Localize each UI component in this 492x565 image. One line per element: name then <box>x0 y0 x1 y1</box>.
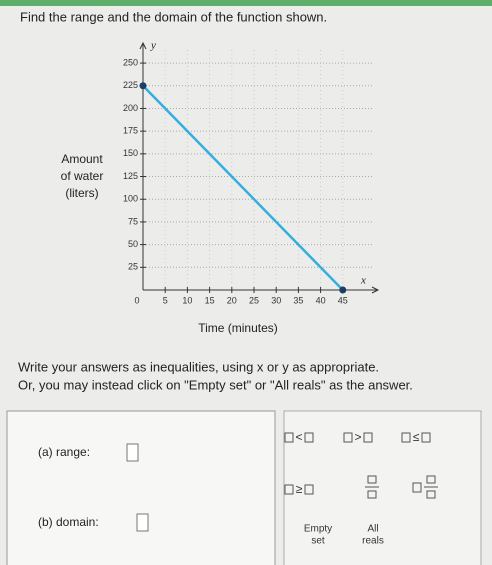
y-tick-label: 200 <box>123 103 138 113</box>
y-tick-label: 75 <box>128 216 138 226</box>
x-axis-label: Time (minutes) <box>198 321 278 335</box>
x-tick-label: 25 <box>249 295 259 305</box>
x-symbol: x <box>360 275 366 287</box>
data-point <box>339 286 347 294</box>
operator: > <box>354 430 361 444</box>
x-tick-label: 45 <box>338 295 348 305</box>
x-tick-label: 10 <box>182 295 192 305</box>
y-tick-label: 50 <box>128 239 138 249</box>
y-axis-label: (liters) <box>65 186 98 200</box>
x-tick-label: 5 <box>163 295 168 305</box>
fraction-button[interactable] <box>365 475 379 499</box>
y-symbol: y <box>150 40 156 52</box>
question: Find the range and the domain of the fun… <box>20 9 327 24</box>
button-text: Empty <box>304 524 332 535</box>
y-axis-arrow <box>139 41 147 50</box>
x-axis-arrow <box>371 286 380 294</box>
x-tick-label: 35 <box>293 295 303 305</box>
y-tick-label: 100 <box>123 194 138 204</box>
top-bar <box>0 0 492 6</box>
box-glyph <box>363 432 373 443</box>
y-tick-label: 150 <box>123 148 138 158</box>
y-axis-label: Amount <box>61 152 103 166</box>
button-text: reals <box>362 536 384 547</box>
x-tick-label: 40 <box>316 295 326 305</box>
mixed-number-button[interactable] <box>412 475 438 499</box>
instruction: Write your answers as inequalities, usin… <box>18 359 379 374</box>
x-tick-label: 15 <box>205 295 215 305</box>
keypad-panel <box>283 410 482 565</box>
origin-label: 0 <box>134 295 139 305</box>
range-input[interactable] <box>126 443 139 462</box>
domain-label: (b) domain: <box>38 515 99 529</box>
box-glyph <box>343 432 353 443</box>
y-tick-label: 125 <box>123 171 138 181</box>
button-text: All <box>367 524 378 535</box>
data-point <box>139 82 147 90</box>
domain-input[interactable] <box>136 513 149 532</box>
box-glyph <box>304 484 314 495</box>
operator: < <box>295 430 302 444</box>
operator-button[interactable]: < <box>284 430 314 444</box>
answer-panel <box>6 410 276 565</box>
box-glyph <box>304 432 314 443</box>
y-tick-label: 25 <box>128 262 138 272</box>
operator-button[interactable]: ≤ <box>401 430 431 444</box>
operator-button[interactable]: ≥ <box>284 482 314 496</box>
data-line <box>142 84 344 291</box>
y-tick-label: 225 <box>123 80 138 90</box>
operator: ≤ <box>413 430 420 444</box>
box-glyph <box>421 432 431 443</box>
range-label: (a) range: <box>38 445 90 459</box>
box-glyph <box>284 432 294 443</box>
operator-button[interactable]: > <box>343 430 373 444</box>
operator: ≥ <box>296 482 303 496</box>
y-axis-label: of water <box>61 169 104 183</box>
box-glyph <box>401 432 411 443</box>
y-tick-label: 175 <box>123 126 138 136</box>
box-glyph <box>284 484 294 495</box>
x-tick-label: 30 <box>271 295 281 305</box>
instruction: Or, you may instead click on "Empty set"… <box>18 377 413 392</box>
y-tick-label: 250 <box>123 57 138 67</box>
x-tick-label: 20 <box>227 295 237 305</box>
button-text: set <box>311 536 325 547</box>
